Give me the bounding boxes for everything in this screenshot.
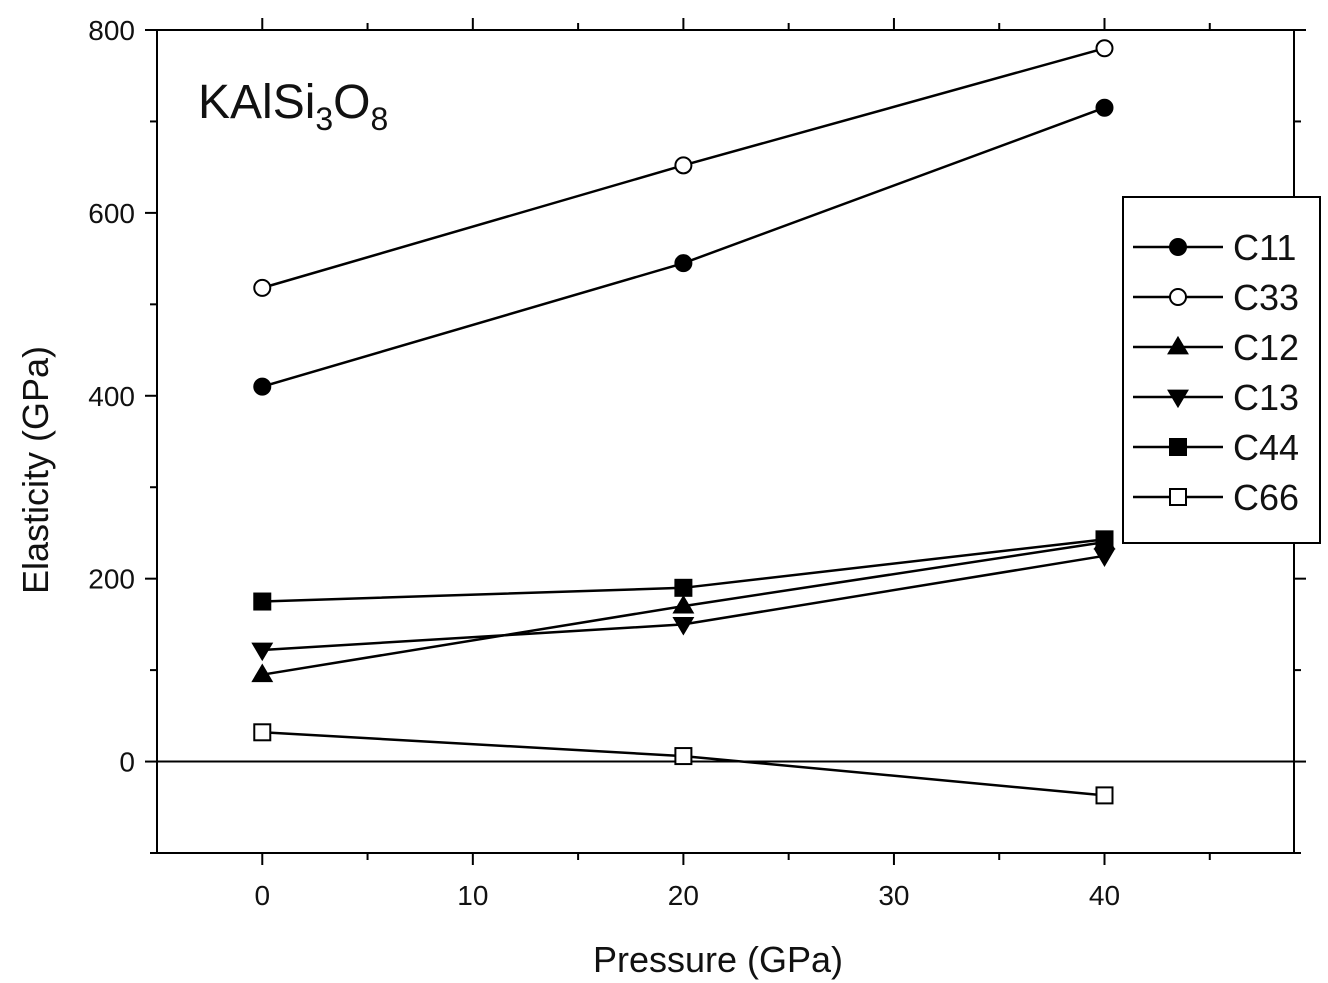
y-tick-label: 0: [119, 747, 135, 778]
data-point-c12: [672, 594, 695, 614]
series-c11: [253, 98, 1114, 396]
legend-marker-c33: [1169, 288, 1187, 306]
y-tick-label: 200: [88, 564, 135, 595]
legend-label-c44: C44: [1233, 427, 1299, 468]
series-group: [251, 39, 1116, 805]
legend: C11 C33 C12 C13 C44 C66: [1122, 196, 1321, 544]
data-point-c66: [253, 723, 272, 742]
x-tick-label: 40: [1089, 880, 1120, 911]
x-tick-label: 10: [457, 880, 488, 911]
data-point-c33: [253, 278, 272, 297]
series-line-c11: [261, 106, 1105, 388]
series-c44: [253, 530, 1114, 611]
data-point-c12: [251, 663, 274, 683]
data-point-c44: [674, 578, 693, 597]
legend-label-c66: C66: [1233, 477, 1299, 518]
data-point-c13: [251, 642, 274, 662]
series-c12: [251, 530, 1116, 683]
data-point-c13: [672, 616, 695, 636]
data-point-c44: [1095, 530, 1114, 549]
data-point-c11: [253, 377, 272, 396]
legend-label-c13: C13: [1233, 377, 1299, 418]
data-point-c11: [1095, 98, 1114, 117]
y-tick-label: 600: [88, 198, 135, 229]
series-c33: [253, 39, 1114, 297]
x-tick-label: 20: [668, 880, 699, 911]
legend-label-c11: C11: [1233, 227, 1296, 268]
data-point-c66: [674, 747, 693, 766]
data-point-c13: [1093, 548, 1116, 567]
data-point-c33: [1095, 39, 1114, 58]
legend-marker-c11: [1169, 238, 1187, 256]
x-axis-title: Pressure (GPa): [593, 939, 843, 980]
data-point-c33: [674, 156, 693, 175]
data-point-c11: [674, 254, 693, 273]
legend-marker-c13: [1167, 389, 1189, 409]
series-c66: [253, 723, 1114, 805]
y-tick-label: 400: [88, 381, 135, 412]
y-axis-title: Elasticity (GPa): [15, 346, 56, 594]
legend-marker-c12: [1167, 335, 1189, 355]
series-c13: [251, 548, 1116, 662]
legend-box: [1122, 196, 1321, 544]
data-point-c66: [1095, 786, 1114, 805]
legend-marker-c44: [1169, 438, 1187, 456]
chart-annotation: KAlSi3O8: [198, 76, 388, 137]
data-point-c44: [253, 592, 272, 611]
x-tick-label: 0: [254, 880, 270, 911]
legend-marker-c66: [1169, 488, 1187, 506]
y-tick-label: 800: [88, 15, 135, 46]
legend-label-c12: C12: [1233, 327, 1299, 368]
legend-label-c33: C33: [1233, 277, 1299, 318]
x-tick-label: 30: [878, 880, 909, 911]
